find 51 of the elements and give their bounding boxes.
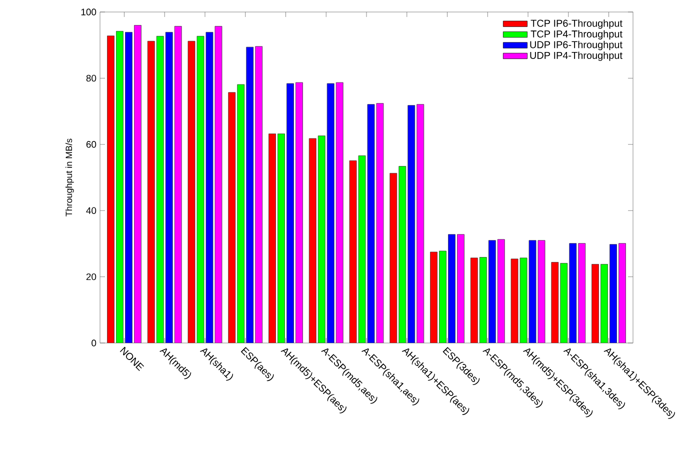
legend-label: TCP IP4-Throughput — [530, 30, 622, 40]
bar — [107, 36, 114, 343]
bar — [398, 166, 406, 343]
bar — [246, 46, 254, 343]
y-tick-label: 80 — [86, 74, 96, 82]
y-tick-label: 40 — [86, 207, 96, 214]
bar — [479, 257, 487, 343]
bar — [457, 234, 464, 343]
bar — [618, 243, 626, 343]
bar — [448, 234, 456, 343]
bar — [255, 46, 262, 343]
bar — [286, 83, 294, 343]
bar — [592, 264, 599, 343]
bar — [336, 82, 344, 343]
bar — [439, 250, 446, 343]
bar — [237, 84, 245, 343]
y-tick-label: 60 — [86, 141, 96, 148]
bar — [296, 82, 303, 343]
bar — [134, 25, 142, 343]
legend-label: UDP IP6-Throughput — [530, 40, 622, 50]
bar — [430, 252, 438, 343]
y-tick-label: 20 — [86, 273, 96, 280]
bar — [165, 32, 173, 343]
bar — [578, 243, 586, 343]
y-tick-label: 100 — [81, 8, 96, 16]
bar — [326, 83, 334, 343]
bar — [569, 243, 577, 343]
bar — [116, 30, 124, 343]
bar — [174, 26, 182, 343]
bar — [551, 262, 559, 343]
bar — [278, 134, 285, 343]
y-axis-title: Throughput in MB/s — [65, 138, 74, 216]
bar — [318, 136, 326, 343]
bar — [147, 40, 155, 343]
bar — [497, 239, 505, 343]
bar — [470, 258, 478, 343]
bar — [156, 36, 164, 343]
y-tick-label: 0 — [92, 340, 96, 346]
bar — [228, 92, 236, 343]
bar — [268, 134, 276, 343]
legend-label: UDP IP4-Throughput — [530, 52, 622, 61]
bar — [390, 172, 398, 343]
bar — [488, 240, 496, 343]
bar — [408, 105, 416, 343]
legend-label: TCP IP6-Throughput — [530, 19, 622, 29]
bar — [416, 104, 424, 343]
bar — [308, 138, 316, 343]
bar — [610, 244, 617, 343]
bar — [560, 263, 568, 343]
bar — [600, 264, 608, 343]
bar — [125, 32, 132, 343]
